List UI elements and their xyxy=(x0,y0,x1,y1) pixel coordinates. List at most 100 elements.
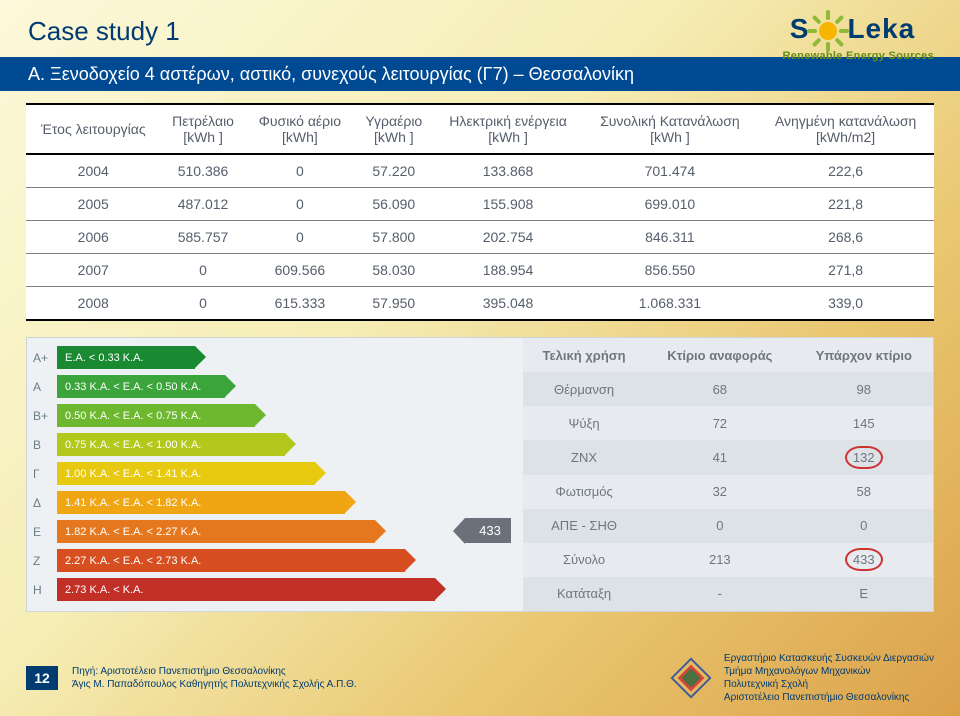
table-cell: 202.754 xyxy=(433,221,582,254)
table-cell: 72 xyxy=(645,406,794,440)
table-cell: 188.954 xyxy=(433,254,582,287)
bottom-panel: A+Ε.Α. < 0.33 Κ.Α.A0.33 Κ.Α. < Ε.Α. < 0.… xyxy=(26,337,934,612)
footer: 12 Πηγή: Αριστοτέλειο Πανεπιστήμιο Θεσσα… xyxy=(0,652,960,704)
energy-class-bar: 1.41 Κ.Α. < Ε.Α. < 1.82 Κ.Α. xyxy=(57,491,345,514)
highlighted-value: 433 xyxy=(853,552,875,567)
table-cell: 395.048 xyxy=(433,287,582,321)
table-cell: 0 xyxy=(161,287,246,321)
column-header: Κτίριο αναφοράς xyxy=(645,338,794,372)
table-cell: 145 xyxy=(795,406,933,440)
column-header: Υπάρχον κτίριο xyxy=(795,338,933,372)
brand-logo: S Leka Renewable Energy Sources xyxy=(783,12,934,62)
table-cell: 433 xyxy=(795,543,933,577)
column-header: Ηλεκτρική ενέργεια [kWh ] xyxy=(433,104,582,154)
table-cell: Θέρμανση xyxy=(523,372,645,406)
table-cell: 2007 xyxy=(26,254,161,287)
table-row: 2005487.012056.090155.908699.010221,8 xyxy=(26,188,934,221)
table-cell: 0 xyxy=(645,509,794,543)
table-cell: 0 xyxy=(795,509,933,543)
energy-class-grade: Z xyxy=(33,554,57,568)
table-cell: 0 xyxy=(246,221,355,254)
energy-class-row: H 2.73 Κ.Α. < Κ.Α. xyxy=(33,576,443,603)
table-cell: 510.386 xyxy=(161,154,246,188)
table-cell: 2005 xyxy=(26,188,161,221)
column-header: Συνολική Κατανάλωση [kWh ] xyxy=(583,104,758,154)
table-cell: 699.010 xyxy=(583,188,758,221)
energy-class-range: 1.00 Κ.Α. < Ε.Α. < 1.41 Κ.Α. xyxy=(65,468,201,480)
table-cell: 2008 xyxy=(26,287,161,321)
energy-class-range: 1.41 Κ.Α. < Ε.Α. < 1.82 Κ.Α. xyxy=(65,497,201,509)
table-cell: 155.908 xyxy=(433,188,582,221)
energy-class-range: Ε.Α. < 0.33 Κ.Α. xyxy=(65,352,144,364)
energy-class-row: B+0.50 Κ.Α. < Ε.Α. < 0.75 Κ.Α. xyxy=(33,402,443,429)
table-cell: Ψύξη xyxy=(523,406,645,440)
dept-line-2: Τμήμα Μηχανολόγων Μηχανικών xyxy=(724,665,934,678)
table-cell: 0 xyxy=(161,254,246,287)
table-cell: 585.757 xyxy=(161,221,246,254)
energy-class-range: 1.82 Κ.Α. < Ε.Α. < 2.27 Κ.Α. xyxy=(65,526,201,538)
source-line-1: Πηγή: Αριστοτέλειο Πανεπιστήμιο Θεσσαλον… xyxy=(72,665,357,678)
energy-class-chart: A+Ε.Α. < 0.33 Κ.Α.A0.33 Κ.Α. < Ε.Α. < 0.… xyxy=(27,338,453,611)
table-row: ΑΠΕ - ΣΗΘ00 xyxy=(523,509,933,543)
highlighted-value: 132 xyxy=(853,450,875,465)
table-cell: 68 xyxy=(645,372,794,406)
energy-class-row: E1.82 Κ.Α. < Ε.Α. < 2.27 Κ.Α. xyxy=(33,518,443,545)
table-cell: 268,6 xyxy=(757,221,934,254)
column-header: Ανηγμένη κατανάλωση [kWh/m2] xyxy=(757,104,934,154)
table-cell: 58.030 xyxy=(354,254,433,287)
column-header: Τελική χρήση xyxy=(523,338,645,372)
table-cell: 609.566 xyxy=(246,254,355,287)
table-row: Σύνολο213433 xyxy=(523,543,933,577)
column-header: Έτος λειτουργίας xyxy=(26,104,161,154)
energy-class-bar: 2.73 Κ.Α. < Κ.Α. xyxy=(57,578,435,601)
table-cell: 2004 xyxy=(26,154,161,188)
column-header: Πετρέλαιο [kWh ] xyxy=(161,104,246,154)
table-cell: Σύνολο xyxy=(523,543,645,577)
table-cell: 1.068.331 xyxy=(583,287,758,321)
subtitle-text: Α. Ξενοδοχείο 4 αστέρων, αστικό, συνεχού… xyxy=(28,64,634,85)
energy-class-grade: H xyxy=(33,583,57,597)
table-cell: 222,6 xyxy=(757,154,934,188)
energy-class-bar: 1.82 Κ.Α. < Ε.Α. < 2.27 Κ.Α. xyxy=(57,520,375,543)
table-cell: 58 xyxy=(795,475,933,509)
table-cell: 56.090 xyxy=(354,188,433,221)
table-cell: 221,8 xyxy=(757,188,934,221)
source-line-2: Άγις Μ. Παπαδόπουλος Καθηγητής Πολυτεχνι… xyxy=(72,678,357,691)
table-cell: 615.333 xyxy=(246,287,355,321)
table-cell: - xyxy=(645,577,794,611)
energy-class-range: 2.73 Κ.Α. < Κ.Α. xyxy=(65,584,144,596)
energy-class-bar: 0.33 Κ.Α. < Ε.Α. < 0.50 Κ.Α. xyxy=(57,375,225,398)
energy-class-row: Δ 1.41 Κ.Α. < Ε.Α. < 1.82 Κ.Α. xyxy=(33,489,443,516)
table-row: Κατάταξη-Ε xyxy=(523,577,933,611)
dept-line-3: Πολυτεχνική Σχολή xyxy=(724,678,934,691)
energy-class-bar: 0.75 Κ.Α. < Ε.Α. < 1.00 Κ.Α. xyxy=(57,433,285,456)
table-cell: 57.220 xyxy=(354,154,433,188)
table-cell: 339,0 xyxy=(757,287,934,321)
energy-class-row: A+Ε.Α. < 0.33 Κ.Α. xyxy=(33,344,443,371)
sun-icon xyxy=(809,12,847,50)
energy-class-grade: Γ xyxy=(33,467,57,481)
table-cell: Φωτισμός xyxy=(523,475,645,509)
page-number: 12 xyxy=(26,666,58,690)
table-cell: 701.474 xyxy=(583,154,758,188)
energy-class-grade: Δ xyxy=(33,496,57,510)
table-cell: Ε xyxy=(795,577,933,611)
table-cell: 856.550 xyxy=(583,254,758,287)
energy-class-row: Z2.27 Κ.Α. < Ε.Α. < 2.73 Κ.Α. xyxy=(33,547,443,574)
table-row: 2006585.757057.800202.754846.311268,6 xyxy=(26,221,934,254)
table-row: ΖΝΧ41 132 xyxy=(523,440,933,474)
table-cell: 133.868 xyxy=(433,154,582,188)
table-cell: 98 xyxy=(795,372,933,406)
dept-line-4: Αριστοτέλειο Πανεπιστήμιο Θεσσαλονίκης xyxy=(724,691,934,704)
table-row: 2004510.386057.220133.868701.474222,6 xyxy=(26,154,934,188)
table-row: Φωτισμός3258 xyxy=(523,475,933,509)
table-cell: ΖΝΧ xyxy=(523,440,645,474)
energy-consumption-table: Έτος λειτουργίαςΠετρέλαιο [kWh ]Φυσικό α… xyxy=(26,103,934,321)
column-header: Υγραέριο [kWh ] xyxy=(354,104,433,154)
table-cell: 32 xyxy=(645,475,794,509)
energy-class-bar: Ε.Α. < 0.33 Κ.Α. xyxy=(57,346,195,369)
energy-class-range: 0.50 Κ.Α. < Ε.Α. < 0.75 Κ.Α. xyxy=(65,410,201,422)
energy-class-range: 0.33 Κ.Α. < Ε.Α. < 0.50 Κ.Α. xyxy=(65,381,201,393)
energy-class-row: Γ 1.00 Κ.Α. < Ε.Α. < 1.41 Κ.Α. xyxy=(33,460,443,487)
table-cell: 41 xyxy=(645,440,794,474)
